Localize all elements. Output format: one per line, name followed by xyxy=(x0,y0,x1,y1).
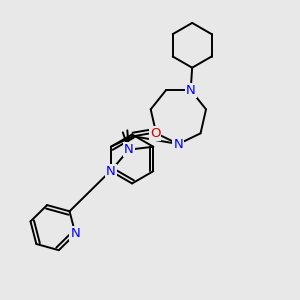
Text: N: N xyxy=(124,143,134,156)
Text: O: O xyxy=(150,127,160,140)
Text: N: N xyxy=(173,137,183,151)
Text: N: N xyxy=(70,227,80,240)
Text: N: N xyxy=(186,84,196,97)
Text: N: N xyxy=(106,165,116,178)
